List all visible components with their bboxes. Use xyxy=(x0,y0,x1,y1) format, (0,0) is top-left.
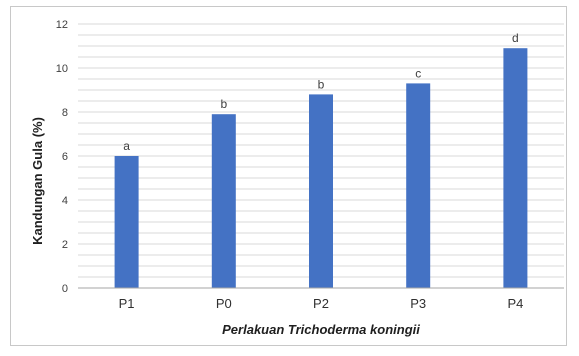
bar-p4 xyxy=(503,48,528,289)
y-tick-labels: 0 2 4 6 8 10 12 xyxy=(56,19,68,295)
y-tick-label: 6 xyxy=(62,151,68,163)
bar-p3 xyxy=(406,83,431,289)
x-tick-label: P1 xyxy=(119,296,135,311)
y-tick-label: 4 xyxy=(62,195,68,207)
bar-p1 xyxy=(114,156,139,288)
bar-p2 xyxy=(309,94,333,289)
x-tick-label: P4 xyxy=(507,296,523,311)
significance-letter: b xyxy=(220,97,227,111)
x-tick-label: P2 xyxy=(313,296,329,311)
x-tick-labels: P1 P0 P2 P3 P4 xyxy=(119,296,524,311)
x-axis-label-italic: Trichoderma koningii xyxy=(288,322,420,337)
significance-letter: c xyxy=(415,66,421,80)
y-tick-label: 10 xyxy=(56,63,68,75)
bars xyxy=(114,48,528,289)
y-tick-label: 8 xyxy=(62,107,68,119)
y-tick-label: 0 xyxy=(62,283,68,295)
significance-letter: b xyxy=(318,77,325,91)
chart-frame xyxy=(10,6,567,346)
bar-p0 xyxy=(211,114,236,288)
y-axis-label: Kandungan Gula (%) xyxy=(30,117,45,245)
significance-letter: a xyxy=(123,139,130,153)
y-tick-label: 2 xyxy=(62,239,68,251)
x-tick-label: P3 xyxy=(410,296,426,311)
x-axis-label: Perlakuan Trichoderma koningii xyxy=(222,322,420,337)
significance-letters: a b b c d xyxy=(123,31,518,153)
y-tick-label: 12 xyxy=(56,19,68,31)
significance-letter: d xyxy=(512,31,519,45)
x-tick-label: P0 xyxy=(216,296,232,311)
x-axis-label-prefix: Perlakuan xyxy=(222,322,288,337)
